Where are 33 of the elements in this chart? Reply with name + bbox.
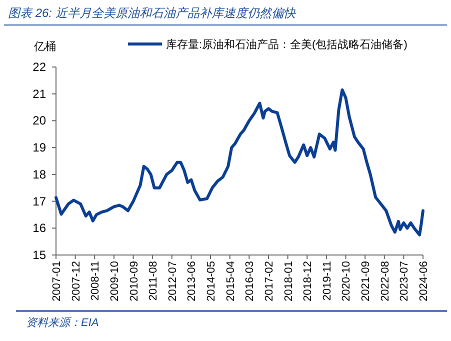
x-tick-label: 2019-11 — [321, 261, 334, 301]
title: 图表 26: 近半月全美原油和石油产品补库速度仍然偏快 — [8, 6, 296, 20]
legend-label: 库存量:原油和石油产品：全美(包括战略石油储备) — [166, 38, 408, 51]
legend: 库存量:原油和石油产品：全美(包括战略石油储备) — [128, 39, 408, 51]
x-tick-label: 2013-06 — [186, 261, 198, 302]
y-tick-label: 18 — [32, 167, 46, 182]
x-tick-label: 2023-07 — [398, 261, 411, 302]
x-tick-label: 2010-09 — [128, 261, 140, 302]
x-tick-label: 2020-10 — [340, 261, 353, 302]
x-tick-label: 2024-06 — [418, 261, 430, 302]
x-tick-label: 2015-04 — [224, 261, 237, 302]
y-axis-title: 亿桶 — [33, 41, 56, 53]
x-tick-label: 2011-08 — [148, 261, 160, 301]
x-tick-label: 2018-01 — [282, 261, 295, 302]
x-tick-label: 2007-01 — [51, 261, 63, 302]
x-tick-label: 2018-12 — [302, 261, 314, 302]
x-tick-label: 2014-05 — [206, 261, 218, 302]
x-tick-label: 2008-11 — [90, 261, 102, 301]
y-tick-label: 15 — [32, 248, 46, 262]
y-tick-label: 20 — [32, 114, 46, 128]
y-tick-label: 19 — [32, 140, 46, 155]
x-tick-label: 2022-08 — [379, 261, 392, 302]
x-tick-label: 2021-09 — [360, 261, 372, 302]
x-tick-label: 2007-12 — [70, 261, 82, 302]
x-tick-label: 2012-07 — [166, 261, 179, 302]
y-tick-label: 21 — [32, 86, 46, 101]
y-tick-label: 16 — [32, 221, 46, 236]
y-tick-label: 22 — [32, 60, 46, 74]
x-tick-label: 2009-10 — [108, 261, 121, 302]
x-tick-label: 2017-02 — [263, 261, 276, 302]
text: 资料来源：EIA — [26, 316, 99, 329]
y-tick-label: 17 — [32, 194, 46, 208]
x-tick-label: 2016-03 — [244, 261, 256, 302]
